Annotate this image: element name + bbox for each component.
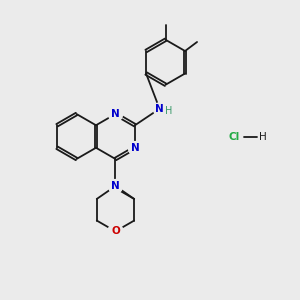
Text: O: O: [111, 226, 120, 236]
Text: Cl: Cl: [228, 131, 240, 142]
Text: N: N: [155, 104, 164, 114]
Text: N: N: [111, 109, 120, 119]
Text: N: N: [111, 181, 120, 191]
Text: H: H: [259, 131, 266, 142]
Text: H: H: [165, 106, 172, 116]
Text: N: N: [130, 143, 139, 153]
